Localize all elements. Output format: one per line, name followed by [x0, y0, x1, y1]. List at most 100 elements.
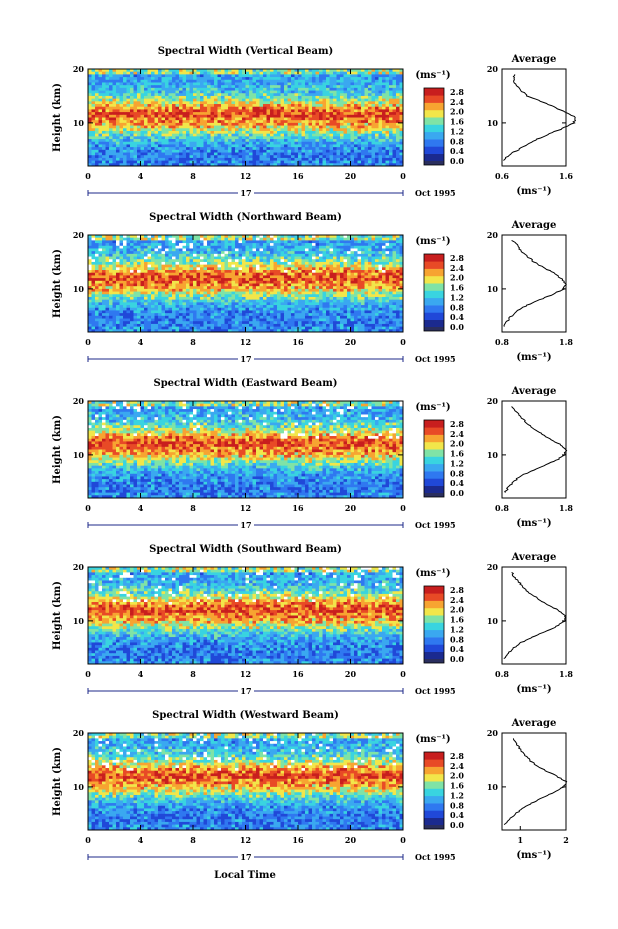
panel-title: Spectral Width (Vertical Beam) [158, 46, 334, 57]
heatmap [88, 733, 404, 831]
panel-title: Spectral Width (Southward Beam) [149, 544, 342, 555]
panel-5: Spectral Width (Westward Beam)0 4 8 12 16 20 0… [52, 710, 569, 862]
avg-y-tick-label: 10 [487, 782, 499, 792]
x-tick-label: 12 [240, 669, 251, 679]
avg-y-tick-label: 10 [487, 616, 499, 626]
x-tick-label: 4 [138, 337, 144, 347]
y-axis-label: Height (km) [52, 83, 63, 152]
colorbar-tick-label: 0.8 [450, 634, 464, 644]
avg-title: Average [511, 386, 557, 397]
avg-xlabel: (ms⁻¹) [516, 850, 551, 861]
colorbar-tick-label: 0.4 [450, 478, 464, 488]
colorbar-frame [423, 751, 445, 830]
y-tick-label: 10 [73, 782, 85, 792]
avg-y-tick-label: 20 [487, 728, 499, 738]
colorbar-tick-label: 0.0 [450, 322, 464, 332]
x-tick-label: 4 [138, 503, 144, 513]
colorbar-tick-label: 1.2 [450, 624, 464, 634]
colorbar-tick-label: 0.0 [450, 820, 464, 830]
avg-xlabel: (ms⁻¹) [516, 684, 551, 695]
avg-y-tick-label: 10 [487, 118, 499, 128]
avg-title: Average [511, 54, 557, 65]
date-label: Oct 1995 [415, 520, 456, 530]
panel-3: Spectral Width (Eastward Beam) 0 4 8 12 16 20 0… [52, 378, 573, 530]
y-tick-label: 20 [73, 230, 85, 240]
colorbar-tick-label: 1.2 [450, 790, 464, 800]
avg-frame [501, 234, 567, 333]
panel-1: Spectral Width (Vertical Beam) 0 4 8 12 16 20 0… [52, 46, 577, 198]
colorbar-tick-label: 0.0 [450, 156, 464, 166]
y-tick-label: 10 [73, 450, 85, 460]
x-tick-label: 8 [190, 669, 196, 679]
avg-y-tick-label: 10 [487, 284, 499, 294]
colorbar-tick-label: 0.8 [450, 302, 464, 312]
x-tick-label: 0 [400, 835, 406, 845]
y-axis-label: Height (km) [52, 581, 63, 650]
avg-x-tick-label: 0.6 [495, 171, 509, 181]
avg-title: Average [511, 552, 557, 563]
colorbar-tick-label: 1.2 [450, 458, 464, 468]
panel-title: Spectral Width (Westward Beam) [152, 710, 339, 721]
avg-x-tick-label: 2 [563, 835, 569, 845]
panel-2: Spectral Width (Northward Beam) 0 4 8 12 16 20… [52, 212, 573, 364]
colorbar-tick-label: 1.6 [450, 117, 464, 127]
avg-profile-line [503, 571, 567, 660]
avg-y-tick-label: 20 [487, 230, 499, 240]
colorbar-unit: (ms⁻¹) [415, 402, 450, 413]
avg-xlabel: (ms⁻¹) [516, 352, 551, 363]
date-label: Oct 1995 [415, 852, 456, 862]
x-tick-label: 12 [240, 171, 251, 181]
colorbar-tick-label: 2.8 [450, 419, 464, 429]
colorbar-tick-label: 0.4 [450, 312, 464, 322]
x-tick-label: 12 [240, 835, 251, 845]
y-tick-label: 20 [73, 64, 85, 74]
y-tick-label: 20 [73, 562, 85, 572]
x-tick-label: 20 [345, 337, 357, 347]
y-tick-label: 10 [73, 284, 85, 294]
colorbar-tick-label: 2.4 [450, 429, 464, 439]
x-tick-label: 20 [345, 669, 357, 679]
colorbar-tick-label: 2.8 [450, 253, 464, 263]
avg-profile-line [503, 738, 568, 826]
colorbar-frame [423, 87, 445, 166]
y-tick-label: 10 [73, 616, 85, 626]
colorbar-unit: (ms⁻¹) [415, 70, 450, 81]
day-label: 17 [240, 686, 251, 696]
colorbar-unit: (ms⁻¹) [415, 568, 450, 579]
x-tick-label: 16 [292, 503, 304, 513]
avg-frame [501, 566, 567, 665]
x-tick-label: 20 [345, 835, 357, 845]
x-tick-label: 8 [190, 337, 196, 347]
colorbar-tick-label: 1.6 [450, 615, 464, 625]
heatmap [88, 567, 404, 665]
x-tick-label: 16 [292, 669, 304, 679]
panel-4: Spectral Width (Southward Beam) 0 4 8 12 16 20… [52, 544, 573, 696]
colorbar-tick-label: 2.0 [450, 605, 464, 615]
avg-y-tick-label: 20 [487, 396, 499, 406]
colorbar-tick-label: 0.8 [450, 136, 464, 146]
avg-frame [501, 732, 567, 831]
day-label: 17 [240, 188, 251, 198]
panel-title: Spectral Width (Northward Beam) [149, 212, 342, 223]
y-axis-label: Height (km) [52, 747, 63, 816]
avg-x-tick-label: 1.8 [559, 337, 573, 347]
avg-xlabel: (ms⁻¹) [516, 186, 551, 197]
date-label: Oct 1995 [415, 686, 456, 696]
colorbar-unit: (ms⁻¹) [415, 236, 450, 247]
avg-x-tick-label: 1.8 [559, 503, 573, 513]
avg-title: Average [511, 718, 557, 729]
avg-y-tick-label: 20 [487, 64, 499, 74]
colorbar-tick-label: 2.0 [450, 439, 464, 449]
day-label: 17 [240, 354, 251, 364]
avg-title: Average [511, 220, 557, 231]
colorbar-unit: (ms⁻¹) [415, 734, 450, 745]
colorbar-tick-label: 2.4 [450, 263, 464, 273]
x-tick-label: 20 [345, 503, 357, 513]
avg-x-tick-label: 1.8 [559, 669, 573, 679]
x-tick-label: 8 [190, 835, 196, 845]
x-tick-label: 0 [85, 503, 91, 513]
colorbar-tick-label: 1.6 [450, 449, 464, 459]
y-tick-label: 20 [73, 728, 85, 738]
heatmap [88, 69, 404, 167]
